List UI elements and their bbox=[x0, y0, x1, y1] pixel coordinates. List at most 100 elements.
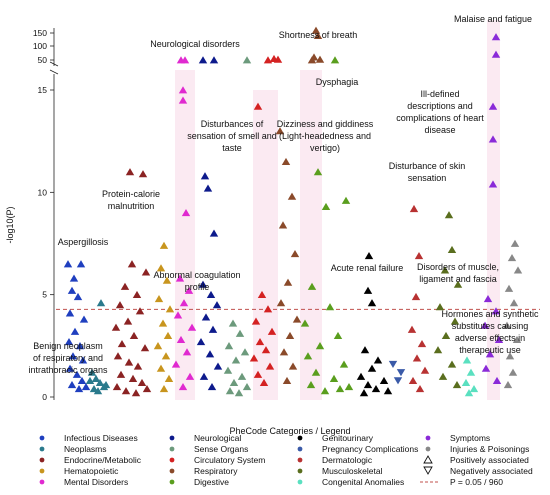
data-point bbox=[208, 325, 218, 333]
legend-swatch bbox=[297, 435, 303, 441]
annotation-label: Benign neoplasm bbox=[33, 341, 103, 351]
data-point bbox=[137, 378, 147, 387]
data-point bbox=[96, 299, 106, 307]
data-point bbox=[91, 374, 101, 382]
data-point bbox=[229, 378, 239, 387]
data-point bbox=[128, 374, 138, 382]
data-point bbox=[492, 376, 502, 384]
data-point bbox=[74, 385, 84, 393]
legend-swatch bbox=[39, 435, 45, 441]
data-point bbox=[182, 348, 192, 356]
data-point bbox=[320, 387, 330, 395]
data-point bbox=[491, 307, 501, 315]
data-point bbox=[411, 292, 421, 301]
data-point bbox=[433, 346, 443, 354]
data-point bbox=[68, 352, 78, 360]
data-point-upper bbox=[198, 56, 208, 64]
data-point bbox=[507, 254, 517, 262]
data-point bbox=[265, 362, 275, 370]
data-point bbox=[203, 184, 213, 192]
legend-swatch bbox=[297, 468, 303, 474]
data-point bbox=[488, 180, 498, 188]
legend-swatch bbox=[169, 435, 175, 441]
annotation-label: ligament and fascia bbox=[419, 274, 497, 284]
data-point bbox=[178, 382, 188, 391]
data-point bbox=[206, 290, 216, 299]
legend-label: Musculoskeletal bbox=[322, 466, 383, 476]
data-point bbox=[63, 260, 73, 268]
data-point bbox=[120, 282, 130, 290]
data-point-upper bbox=[273, 55, 283, 63]
annotation-label: Abnormal coagulation bbox=[153, 270, 240, 280]
data-point bbox=[237, 372, 247, 380]
data-point bbox=[333, 331, 343, 339]
data-point bbox=[488, 135, 498, 143]
data-point bbox=[367, 364, 377, 372]
data-point bbox=[112, 382, 122, 391]
data-point bbox=[447, 360, 457, 368]
data-point-upper bbox=[330, 56, 340, 64]
data-point bbox=[417, 340, 427, 348]
data-point bbox=[223, 366, 233, 374]
data-point bbox=[133, 362, 143, 370]
highlight-band bbox=[300, 70, 322, 400]
data-point bbox=[321, 202, 331, 211]
annotation-label: Aspergillosis bbox=[58, 237, 109, 247]
legend-swatch bbox=[39, 446, 45, 452]
data-point bbox=[175, 274, 185, 282]
axis-break-mark bbox=[49, 61, 59, 75]
legend-label: Mental Disorders bbox=[64, 477, 128, 487]
annotation-label: Acute renal failure bbox=[331, 263, 404, 273]
data-point bbox=[156, 364, 166, 372]
data-point bbox=[360, 346, 370, 354]
data-point bbox=[95, 378, 105, 387]
data-point-upper bbox=[311, 26, 321, 34]
data-point bbox=[153, 342, 163, 350]
y-tick-label-upper: 150 bbox=[33, 28, 47, 38]
data-point bbox=[464, 389, 474, 397]
data-point bbox=[64, 337, 74, 346]
legend-label: Circulatory System bbox=[194, 455, 265, 465]
data-point bbox=[85, 376, 95, 384]
data-point bbox=[234, 389, 244, 397]
annotation-label: profile bbox=[185, 282, 210, 292]
data-points bbox=[63, 26, 523, 397]
data-point bbox=[127, 260, 137, 268]
y-axis-label: -log10(P) bbox=[5, 206, 15, 243]
data-point bbox=[469, 385, 479, 393]
highlight-band bbox=[175, 70, 195, 400]
data-point bbox=[313, 168, 323, 176]
data-point bbox=[452, 380, 462, 389]
legend-swatch bbox=[39, 479, 45, 485]
data-point bbox=[225, 387, 235, 395]
data-point bbox=[178, 86, 188, 94]
data-point bbox=[481, 364, 491, 372]
data-point bbox=[201, 313, 211, 321]
data-point bbox=[161, 352, 171, 360]
data-point bbox=[288, 362, 298, 370]
legend-swatch bbox=[169, 446, 175, 452]
annotation-label: substitutes causing bbox=[452, 321, 529, 331]
legend-label: Hematopoietic bbox=[64, 466, 119, 476]
legend-label-threshold: P = 0.05 / 960 bbox=[450, 477, 503, 487]
data-point bbox=[158, 319, 168, 327]
data-point bbox=[123, 317, 133, 325]
data-point bbox=[325, 303, 335, 311]
data-point bbox=[249, 354, 259, 362]
data-point bbox=[228, 319, 238, 327]
annotation-label: Protein-calorie bbox=[102, 189, 160, 199]
annotation-label: Dizziness and giddiness bbox=[277, 119, 374, 129]
data-point bbox=[178, 96, 188, 104]
data-point bbox=[111, 323, 121, 331]
data-point bbox=[140, 344, 150, 352]
legend-label: Neoplasms bbox=[64, 444, 107, 454]
data-point bbox=[159, 385, 169, 393]
data-point bbox=[117, 340, 127, 348]
legend-label: Pregnancy Complications bbox=[322, 444, 418, 454]
data-point bbox=[115, 301, 125, 309]
data-point bbox=[483, 294, 493, 303]
y-tick-label: 15 bbox=[38, 85, 48, 95]
legend-swatch bbox=[169, 479, 175, 485]
y-tick-label: 10 bbox=[38, 187, 48, 197]
